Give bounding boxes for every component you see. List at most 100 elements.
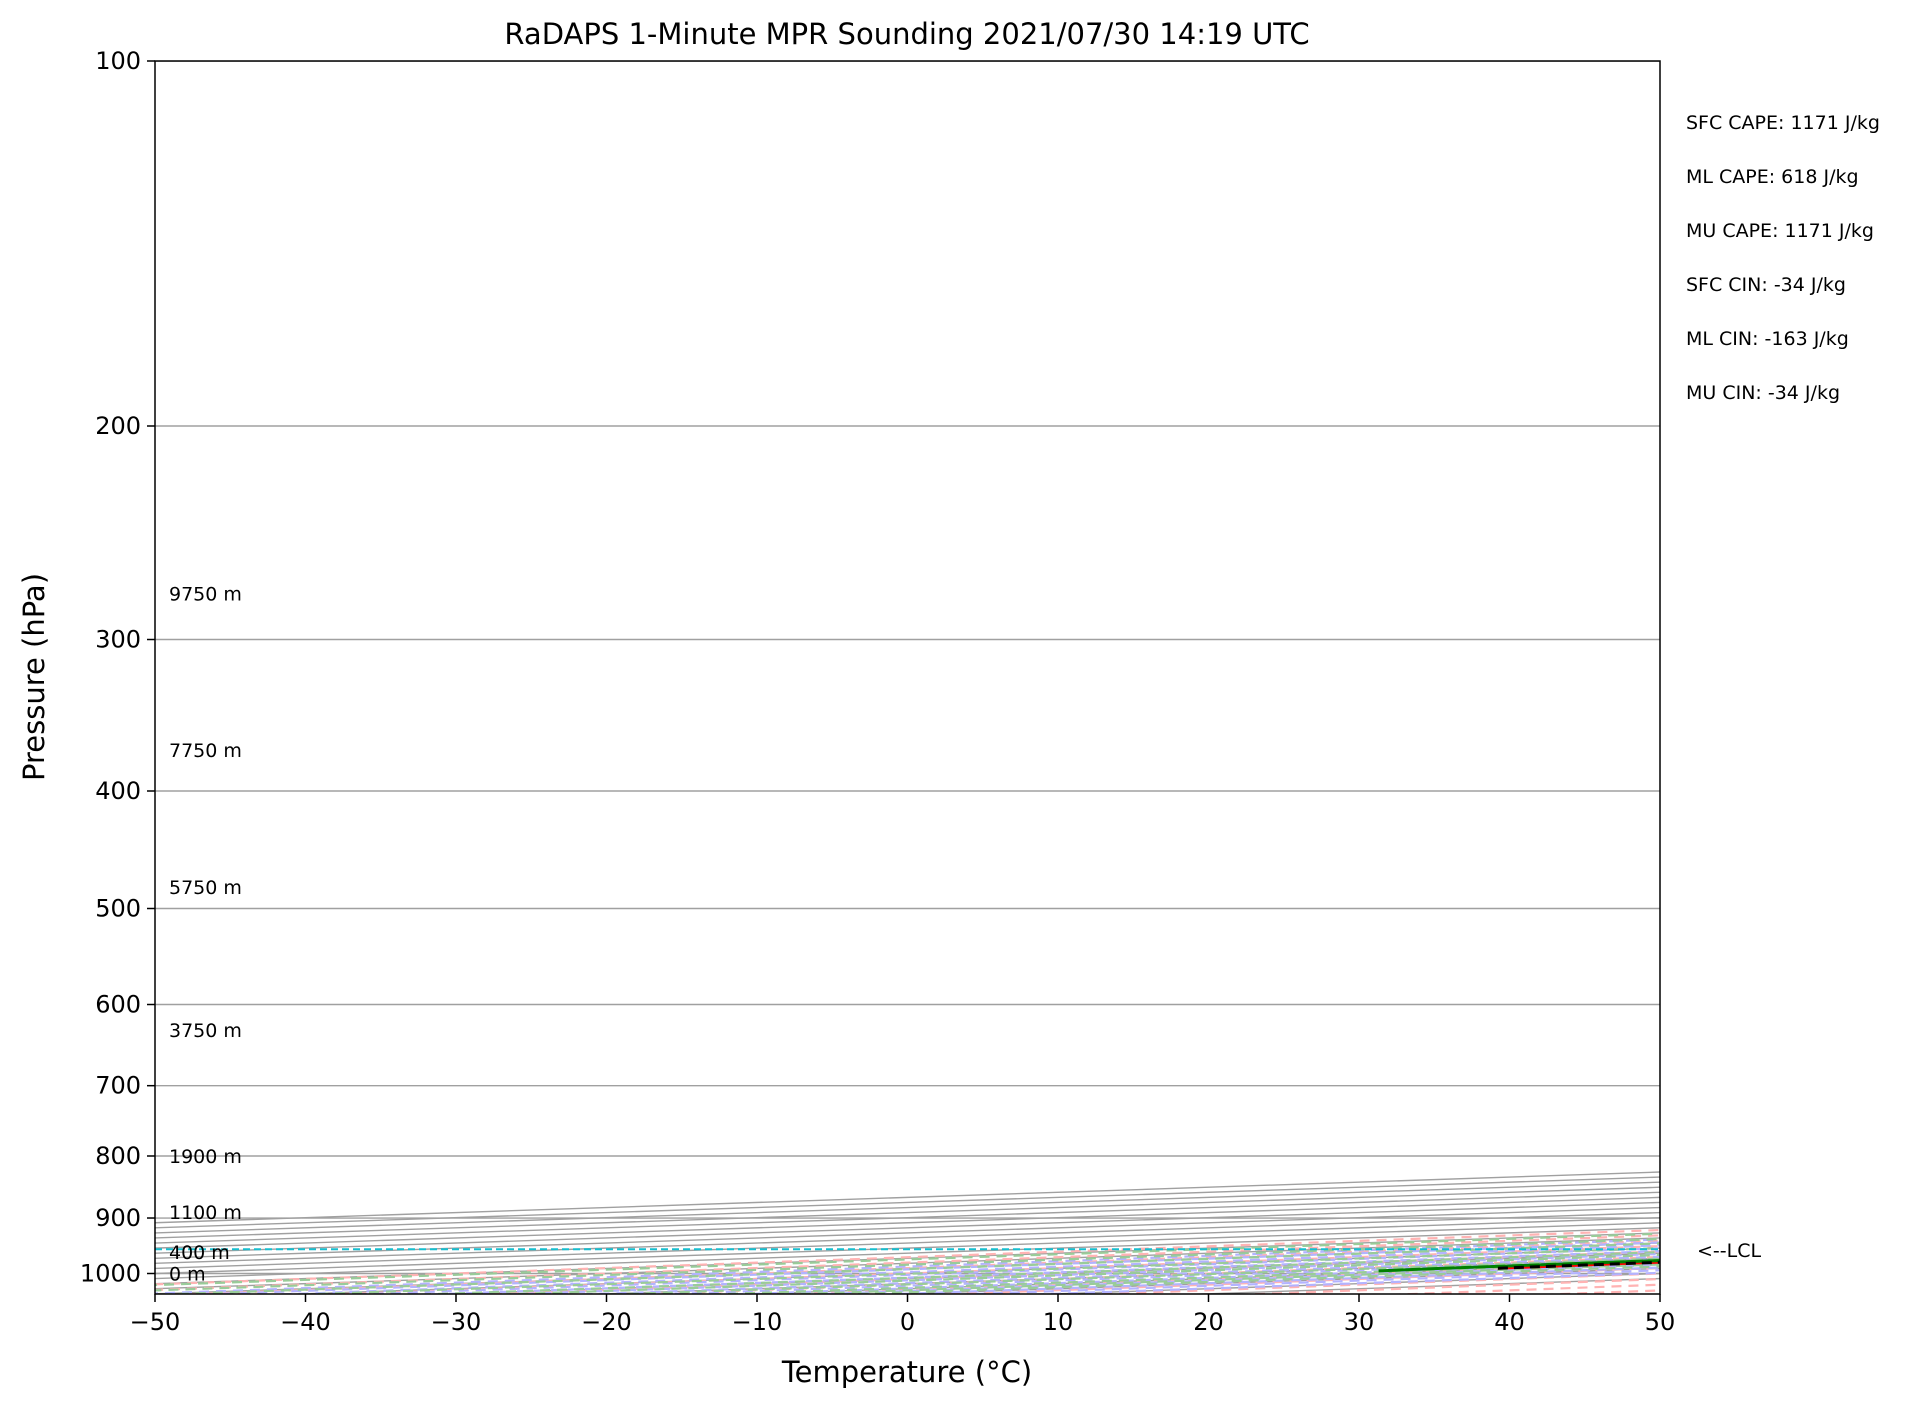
isotherm-line (155, 1216, 1660, 1270)
stat-label: MU CAPE: 1171 J/kg (1686, 220, 1874, 242)
isotherm-line (155, 1222, 1660, 1275)
moist-adiabat-line (261, 1244, 1660, 1294)
mixing-ratio-line (155, 1237, 1660, 1292)
dry-adiabat-line (468, 1250, 1660, 1294)
height-label: 1900 m (169, 1146, 242, 1168)
mixing-ratio-line (404, 1251, 1660, 1294)
moist-adiabat-line (942, 1269, 1660, 1294)
mixing-ratio-line (485, 1253, 1660, 1294)
x-tick-label: 30 (1344, 1308, 1375, 1336)
x-axis-label: Temperature (°C) (781, 1355, 1032, 1389)
dry-adiabat-line (621, 1255, 1660, 1294)
x-tick-label: 10 (1043, 1308, 1074, 1336)
isotherm-line (155, 1186, 1660, 1239)
dry-adiabat-line (155, 1228, 1660, 1286)
isotherm-line (155, 1206, 1660, 1259)
isotherm-line (278, 1247, 1660, 1294)
isotherm-line (1181, 1277, 1660, 1294)
x-tick-label: −30 (431, 1308, 482, 1336)
dry-adiabat-line (155, 1234, 1660, 1292)
y-tick-label: 200 (95, 412, 141, 440)
x-axis: −50 −40 −30 −20 −10 0 10 20 30 40 50 (130, 1294, 1676, 1336)
isotherm-line (155, 1227, 1660, 1280)
background-lines (155, 61, 1925, 1299)
x-tick-label: −10 (732, 1308, 783, 1336)
y-tick-label: 600 (95, 991, 141, 1019)
y-tick-label: 100 (95, 47, 141, 75)
x-tick-label: −50 (130, 1308, 181, 1336)
height-label: 3750 m (169, 1020, 242, 1042)
height-label: 7750 m (169, 740, 242, 762)
x-tick-label: −40 (280, 1308, 331, 1336)
mixing-ratio-line (155, 1232, 1660, 1287)
x-tick-label: 20 (1193, 1308, 1224, 1336)
dry-adiabat-line (925, 1266, 1660, 1294)
height-label: 400 m (169, 1242, 230, 1264)
dry-adiabat-line (164, 1239, 1660, 1294)
height-label: 9750 m (169, 584, 242, 606)
x-tick-label: 0 (900, 1308, 915, 1336)
isotherm-line (155, 1196, 1660, 1249)
moist-adiabat-line (489, 1252, 1660, 1294)
moist-adiabat-line (413, 1250, 1660, 1294)
y-tick-label: 800 (95, 1142, 141, 1170)
moist-adiabat-line (1017, 1271, 1660, 1294)
dry-adiabat-line (316, 1244, 1660, 1294)
y-tick-label: 300 (95, 626, 141, 654)
dry-adiabat-line (1882, 61, 1925, 1299)
dry-adiabat-line (1730, 61, 1925, 1299)
isotherm-line (429, 1252, 1660, 1294)
moist-adiabat-line (715, 1261, 1660, 1294)
chart-title: RaDAPS 1-Minute MPR Sounding 2021/07/30 … (504, 17, 1309, 51)
isotherm-line (155, 1171, 1660, 1224)
y-tick-label: 400 (95, 777, 141, 805)
moist-adiabat-line (337, 1247, 1660, 1294)
x-tick-label: −20 (581, 1308, 632, 1336)
stat-label: SFC CIN: -34 J/kg (1686, 274, 1846, 296)
profile-lines (155, 1248, 1660, 1273)
temperature-line (1497, 1260, 1660, 1270)
x-tick-label: 50 (1645, 1308, 1676, 1336)
isotherm-line (155, 1211, 1660, 1265)
isotherm-line (1031, 1272, 1660, 1294)
y-tick-label: 1000 (80, 1260, 141, 1288)
isotherm-line (155, 1176, 1660, 1229)
stat-label: ML CIN: -163 J/kg (1686, 328, 1849, 350)
isotherm-line (155, 1242, 1660, 1294)
dry-adiabat-line (1230, 1277, 1660, 1294)
parcel-path-line (1497, 1260, 1660, 1270)
lcl-label: <--LCL (1697, 1240, 1761, 1262)
moist-adiabat-line (791, 1263, 1660, 1294)
moist-adiabat-line (186, 1241, 1660, 1294)
isotherm-line (155, 1181, 1660, 1234)
mixing-ratio-line (595, 1257, 1660, 1294)
y-tick-label: 700 (95, 1072, 141, 1100)
stat-label: MU CIN: -34 J/kg (1686, 382, 1840, 404)
height-label: 5750 m (169, 877, 242, 899)
moist-adiabat-line (866, 1266, 1660, 1294)
isotherm-line (730, 1262, 1660, 1294)
isotherm-line (155, 1232, 1660, 1285)
isotherm-line (155, 1191, 1660, 1244)
moist-adiabat-line (640, 1258, 1660, 1294)
stat-label: SFC CAPE: 1171 J/kg (1686, 112, 1880, 134)
y-axis-label: Pressure (hPa) (17, 573, 51, 781)
isotherm-line (579, 1257, 1660, 1294)
x-tick-label: 40 (1494, 1308, 1525, 1336)
plot-frame (154, 60, 1661, 1295)
dry-adiabat-line (773, 1261, 1660, 1294)
height-label: 0 m (169, 1264, 206, 1286)
y-tick-label: 500 (95, 895, 141, 923)
stat-label: ML CAPE: 618 J/kg (1686, 166, 1859, 188)
dry-adiabat-line (1382, 1283, 1660, 1294)
isotherm-line (880, 1267, 1660, 1294)
y-tick-label: 900 (95, 1204, 141, 1232)
isotherm-line (155, 1201, 1660, 1254)
height-label: 1100 m (169, 1202, 242, 1224)
moist-adiabat-line (155, 1238, 1660, 1294)
moist-adiabat-line (564, 1255, 1660, 1294)
dry-adiabat-line (1534, 1289, 1660, 1294)
y-axis: 100 200 300 400 500 600 700 800 900 1000 (80, 47, 155, 1288)
